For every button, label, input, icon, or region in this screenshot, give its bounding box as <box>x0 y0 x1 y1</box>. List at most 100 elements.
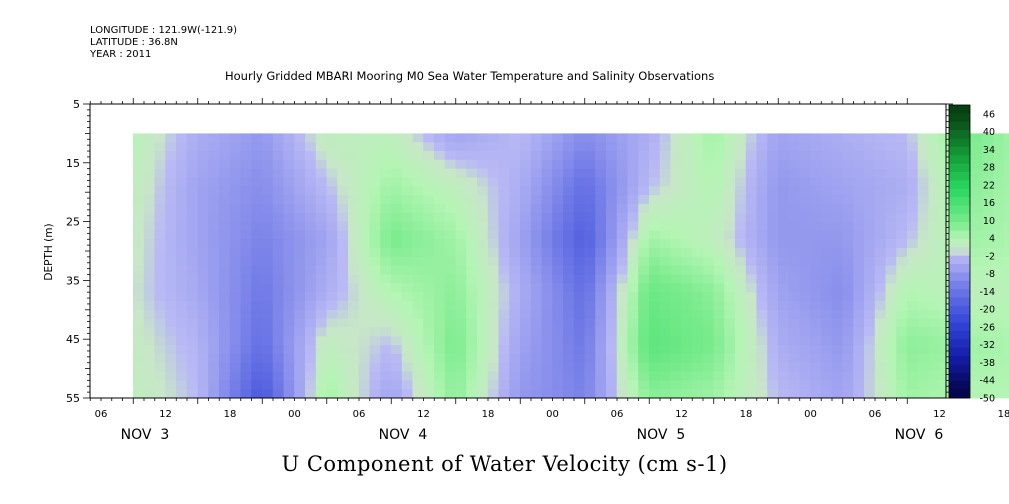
heatmap-cell <box>670 327 682 337</box>
heatmap-cell <box>649 353 661 364</box>
heatmap-cell <box>971 389 983 399</box>
heatmap-cell <box>831 133 843 143</box>
heatmap-cell <box>369 380 381 390</box>
heatmap-cell <box>455 133 467 143</box>
colorbar-band <box>949 155 970 164</box>
heatmap-cell <box>197 283 209 293</box>
heatmap-cell <box>799 345 811 355</box>
heatmap-cell <box>896 221 908 231</box>
heatmap-cell <box>616 186 628 196</box>
heatmap-cell <box>939 248 951 258</box>
heatmap-cell <box>229 309 241 320</box>
heatmap-cell <box>702 212 714 222</box>
heatmap-cell <box>831 283 843 293</box>
heatmap-cell <box>1003 186 1009 196</box>
heatmap-cell <box>165 239 177 249</box>
heatmap-cell <box>735 177 747 187</box>
heatmap-cell <box>788 283 800 293</box>
heatmap-cell <box>283 371 295 381</box>
heatmap-cell <box>595 230 607 240</box>
heatmap-cell <box>358 177 370 187</box>
heatmap-cell <box>778 230 790 240</box>
heatmap-cell <box>831 327 843 337</box>
heatmap-cell <box>982 362 994 372</box>
heatmap-cell <box>831 203 843 214</box>
heatmap-cell <box>186 133 198 143</box>
heatmap-cell <box>573 300 585 311</box>
heatmap-cell <box>208 168 220 178</box>
heatmap-cell <box>348 265 360 275</box>
heatmap-cell <box>788 203 800 214</box>
heatmap-cell <box>369 151 381 161</box>
heatmap-cell <box>133 265 145 275</box>
heatmap-cell <box>498 177 510 187</box>
heatmap-cell <box>788 151 800 161</box>
heatmap-cell <box>670 283 682 293</box>
heatmap-cell <box>1003 389 1009 399</box>
heatmap-cell <box>659 336 671 346</box>
heatmap-cell <box>552 327 564 337</box>
heatmap-cell <box>896 177 908 187</box>
heatmap-cell <box>928 318 940 328</box>
heatmap-cell <box>262 345 274 355</box>
heatmap-cell <box>143 345 155 355</box>
heatmap-cell <box>530 203 542 214</box>
heatmap-cell <box>380 230 392 240</box>
heatmap-cell <box>1003 230 1009 240</box>
heatmap-cell <box>842 221 854 231</box>
heatmap-cell <box>573 230 585 240</box>
heatmap-cell <box>993 195 1005 205</box>
heatmap-cell <box>466 283 478 293</box>
heatmap-cell <box>219 283 231 293</box>
heatmap-cell <box>219 142 231 152</box>
heatmap-cell <box>767 186 779 196</box>
heatmap-cell <box>294 177 306 187</box>
heatmap-cell <box>563 212 575 222</box>
heatmap-cell <box>928 292 940 302</box>
heatmap-cell <box>358 195 370 205</box>
heatmap-cell <box>713 353 725 364</box>
heatmap-cell <box>455 186 467 196</box>
heatmap-cell <box>756 142 768 152</box>
heatmap-cell <box>262 195 274 205</box>
heatmap-cell <box>294 300 306 311</box>
heatmap-cell <box>541 186 553 196</box>
heatmap-cell <box>165 221 177 231</box>
heatmap-cell <box>917 345 929 355</box>
heatmap-cell <box>251 292 263 302</box>
heatmap-cell <box>982 327 994 337</box>
heatmap-cell <box>176 159 188 170</box>
heatmap-cell <box>616 239 628 249</box>
heatmap-cell <box>874 239 886 249</box>
heatmap-cell <box>520 256 532 267</box>
heatmap-cell <box>1003 380 1009 390</box>
heatmap-cell <box>788 292 800 302</box>
heatmap-cell <box>552 133 564 143</box>
heatmap-cell <box>143 318 155 328</box>
heatmap-cell <box>197 389 209 399</box>
heatmap-cell <box>401 353 413 364</box>
heatmap-cell <box>380 380 392 390</box>
heatmap-cell <box>530 300 542 311</box>
heatmap-cell <box>735 159 747 170</box>
heatmap-cell <box>520 221 532 231</box>
heatmap-cell <box>434 133 446 143</box>
heatmap-cell <box>939 195 951 205</box>
heatmap-cell <box>939 380 951 390</box>
heatmap-cell <box>670 177 682 187</box>
heatmap-cell <box>423 274 435 284</box>
heatmap-cell <box>541 256 553 267</box>
heatmap-cell <box>939 345 951 355</box>
heatmap-cell <box>520 327 532 337</box>
heatmap-cell <box>627 336 639 346</box>
heatmap-cell <box>874 212 886 222</box>
heatmap-cell <box>788 159 800 170</box>
heatmap-cell <box>176 389 188 399</box>
heatmap-cell <box>993 318 1005 328</box>
heatmap-cell <box>466 353 478 364</box>
heatmap-cell <box>229 318 241 328</box>
heatmap-cell <box>616 168 628 178</box>
heatmap-cell <box>530 212 542 222</box>
heatmap-cell <box>778 353 790 364</box>
heatmap-cell <box>423 159 435 170</box>
